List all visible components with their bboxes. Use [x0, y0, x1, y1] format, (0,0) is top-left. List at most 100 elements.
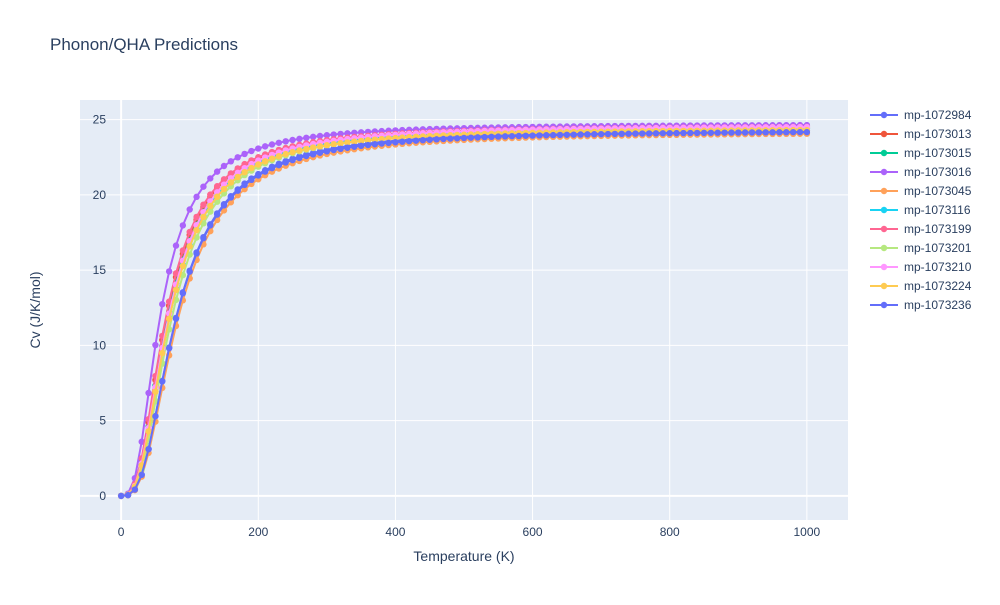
data-point: [234, 173, 241, 181]
data-point: [200, 201, 207, 208]
data-point: [152, 341, 159, 349]
data-point: [193, 250, 200, 257]
data-point: [357, 142, 365, 150]
data-point: [159, 378, 166, 385]
y-tick-labels: 0 5 10 15 20 25: [93, 113, 107, 503]
data-point: [234, 154, 241, 161]
data-point: [344, 139, 351, 146]
data-point: [460, 134, 468, 142]
data-point: [488, 133, 495, 141]
x-tick-label: 200: [248, 525, 268, 539]
data-point: [330, 140, 337, 148]
data-point: [220, 162, 228, 170]
data-point: [248, 176, 255, 184]
legend-item-mp-1073199[interactable]: mp-1073199: [870, 222, 972, 236]
data-point: [467, 134, 475, 141]
data-point: [227, 170, 235, 177]
y-tick-label: 5: [99, 414, 106, 428]
data-point: [481, 133, 488, 141]
data-point: [412, 137, 420, 144]
data-point: [207, 202, 214, 210]
data-point: [515, 132, 523, 140]
data-point: [145, 428, 152, 435]
data-point: [632, 130, 639, 137]
data-point: [789, 128, 797, 136]
data-point: [131, 486, 139, 493]
legend-item-mp-1073045[interactable]: mp-1073045: [870, 184, 972, 198]
legend-item-mp-1072984[interactable]: mp-1072984: [870, 108, 972, 122]
series-group: [117, 121, 811, 500]
data-point: [453, 135, 461, 142]
data-point: [371, 136, 379, 143]
data-point: [309, 151, 317, 158]
data-point: [275, 161, 283, 169]
data-point: [234, 165, 241, 172]
data-point: [385, 139, 392, 147]
data-point: [673, 129, 680, 137]
plot-background: [80, 100, 848, 520]
data-point: [536, 132, 543, 139]
data-point: [316, 132, 324, 140]
data-point: [248, 164, 255, 172]
x-axis-label: Temperature (K): [413, 548, 514, 564]
data-point: [172, 270, 180, 277]
data-point: [282, 138, 289, 145]
data-point: [474, 134, 481, 141]
legend-item-mp-1073013[interactable]: mp-1073013: [870, 127, 972, 141]
legend-item-mp-1073016[interactable]: mp-1073016: [870, 165, 972, 179]
data-point: [680, 129, 687, 137]
data-point: [179, 222, 187, 229]
data-point: [220, 202, 228, 209]
data-point: [193, 227, 200, 234]
data-point: [639, 130, 646, 137]
legend-item-mp-1073236[interactable]: mp-1073236: [870, 298, 972, 312]
data-point: [186, 206, 193, 213]
x-tick-label: 0: [118, 525, 125, 539]
data-point: [549, 131, 557, 139]
y-tick-label: 10: [93, 338, 107, 352]
data-point: [303, 152, 310, 160]
data-point: [296, 135, 303, 143]
data-point: [145, 445, 152, 453]
data-point: [707, 129, 715, 136]
data-point: [316, 143, 324, 150]
legend-marker: [880, 149, 888, 157]
data-point: [392, 139, 399, 146]
legend-item-mp-1073201[interactable]: mp-1073201: [870, 241, 972, 255]
y-tick-label: 15: [93, 263, 107, 277]
y-tick-label: 25: [93, 113, 107, 127]
legend-marker: [880, 282, 888, 290]
legend-item-mp-1073015[interactable]: mp-1073015: [870, 146, 972, 160]
data-point: [227, 179, 235, 186]
legend-marker: [880, 206, 888, 214]
legend-marker: [880, 111, 888, 119]
data-point: [261, 158, 269, 165]
data-point: [145, 389, 152, 397]
data-point: [330, 131, 337, 138]
data-point: [255, 172, 262, 179]
data-point: [138, 438, 145, 445]
series-mp-1073236: [117, 128, 811, 500]
data-point: [611, 130, 619, 138]
data-point: [625, 130, 632, 137]
legend-marker: [880, 244, 888, 252]
data-point: [165, 315, 173, 323]
legend-marker: [880, 187, 888, 195]
legend-item-mp-1073210[interactable]: mp-1073210: [870, 260, 972, 274]
data-point: [152, 388, 159, 395]
legend-item-mp-1073116[interactable]: mp-1073116: [870, 203, 971, 217]
zero-lines: [80, 100, 848, 520]
data-point: [783, 129, 790, 136]
legend-label: mp-1073199: [904, 222, 972, 236]
data-point: [255, 161, 262, 168]
data-point: [604, 130, 612, 138]
legend-item-mp-1073224[interactable]: mp-1073224: [870, 279, 972, 293]
data-point: [378, 135, 385, 143]
data-point: [687, 129, 694, 137]
data-point: [289, 156, 296, 164]
data-point: [584, 131, 591, 138]
legend-label: mp-1073045: [904, 184, 972, 198]
data-point: [330, 146, 337, 154]
legend-label: mp-1072984: [904, 108, 972, 122]
data-point: [172, 286, 180, 294]
